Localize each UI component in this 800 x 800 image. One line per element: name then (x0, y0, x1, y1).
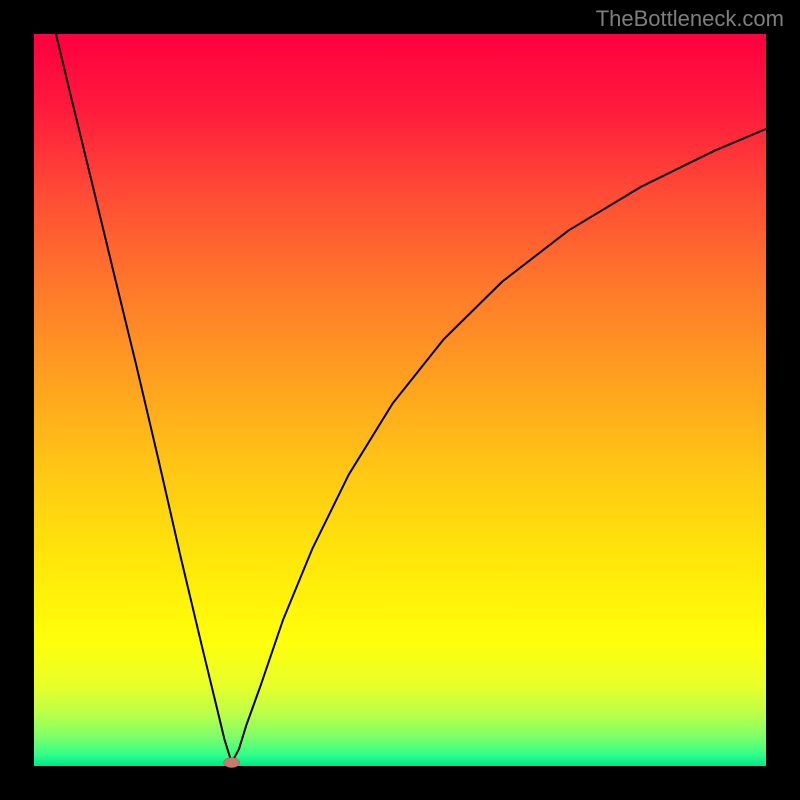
watermark-text: TheBottleneck.com (596, 6, 784, 32)
minimum-marker (224, 758, 240, 768)
chart-svg (0, 0, 800, 800)
chart-container: TheBottleneck.com (0, 0, 800, 800)
